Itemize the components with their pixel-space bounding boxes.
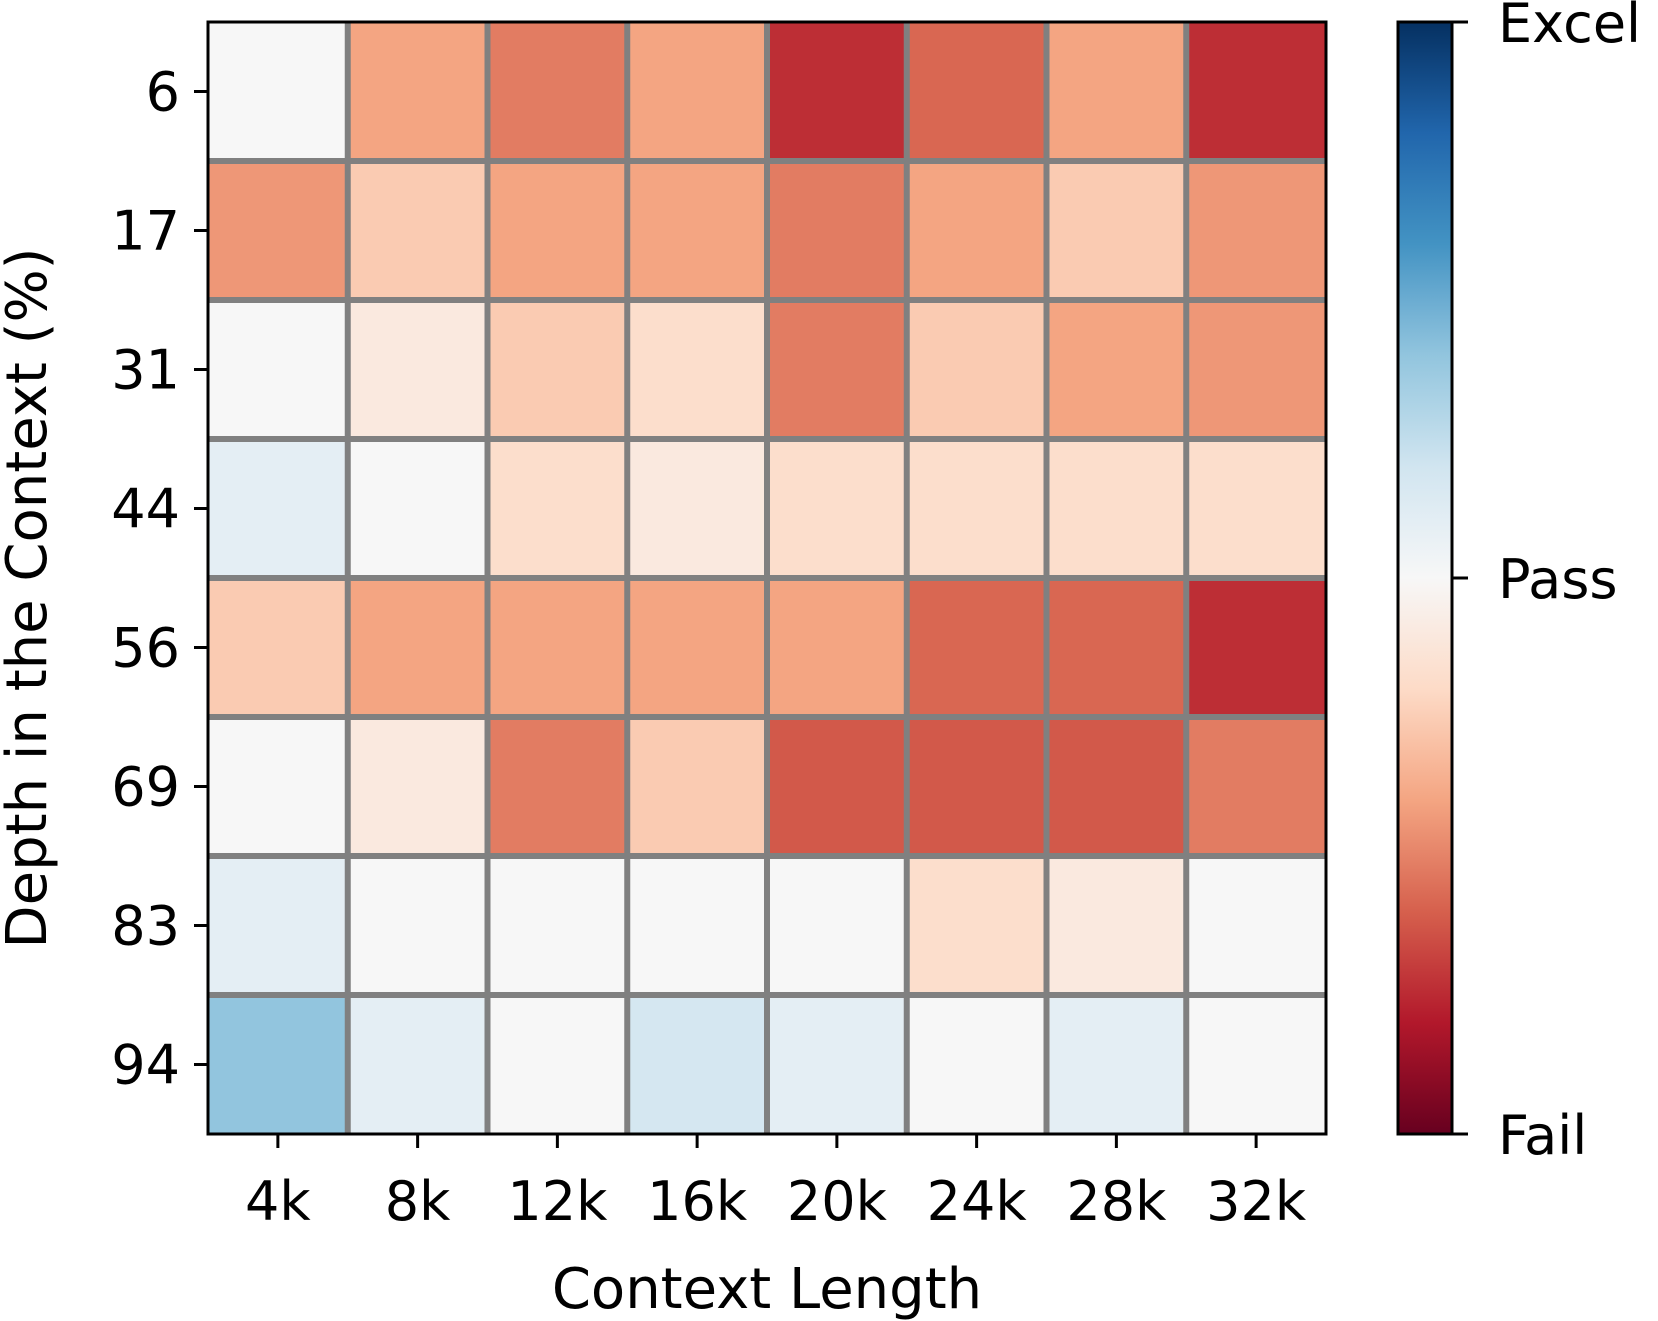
x-tick-label-28k: 28k — [1066, 1170, 1167, 1233]
y-axis: 6 17 31 44 56 69 83 94 — [111, 61, 208, 1097]
heatmap-cell-69-32k — [1186, 717, 1326, 856]
heatmap-cell-83-24k — [906, 856, 1047, 995]
colorbar-tick-label-pass: Pass — [1498, 548, 1618, 611]
heatmap-cell-56-16k — [627, 578, 767, 717]
cell-grid — [208, 22, 1326, 1134]
heatmap-cell-83-8k — [347, 856, 488, 995]
x-tick-label-12k: 12k — [507, 1170, 608, 1233]
heatmap-cell-31-28k — [1046, 300, 1187, 439]
heatmap-cell-83-32k — [1186, 856, 1326, 995]
heatmap-cell-44-4k — [208, 439, 348, 578]
colorbar-ticks: Excel Pass Fail — [1452, 0, 1641, 1167]
x-axis-label: Context Length — [552, 1257, 982, 1321]
heatmap-cell-31-12k — [487, 300, 628, 439]
x-tick-label-16k: 16k — [647, 1170, 748, 1233]
heatmap-cell-44-24k — [906, 439, 1047, 578]
heatmap-cell-83-12k — [487, 856, 628, 995]
heatmap-cell-6-28k — [1046, 22, 1187, 161]
heatmap-cell-83-16k — [627, 856, 767, 995]
heatmap-cell-6-16k — [627, 22, 767, 161]
heatmap-cell-69-4k — [208, 717, 348, 856]
heatmap-cell-31-24k — [906, 300, 1047, 439]
y-axis-label: Depth in the Context (%) — [0, 247, 60, 948]
heatmap-cell-6-8k — [347, 22, 488, 161]
heatmap-cell-31-16k — [627, 300, 767, 439]
heatmap-cell-17-4k — [208, 161, 348, 300]
heatmap-cell-56-12k — [487, 578, 628, 717]
y-tick-label-94: 94 — [111, 1034, 180, 1097]
colorbar-gradient — [1398, 22, 1452, 1134]
y-tick-label-69: 69 — [111, 756, 180, 819]
heatmap-cell-6-12k — [487, 22, 628, 161]
colorbar: Excel Pass Fail — [1396, 0, 1641, 1167]
heatmap-cell-56-20k — [767, 578, 907, 717]
heatmap-cell-94-20k — [767, 995, 907, 1134]
heatmap-cell-44-16k — [627, 439, 767, 578]
y-tick-label-56: 56 — [111, 617, 180, 680]
heatmap-cell-94-4k — [208, 995, 348, 1134]
heatmap-cell-56-24k — [906, 578, 1047, 717]
heatmap-cell-83-28k — [1046, 856, 1187, 995]
x-tick-label-4k: 4k — [245, 1170, 311, 1233]
heatmap-cell-6-20k — [767, 22, 907, 161]
y-tick-label-31: 31 — [111, 339, 180, 402]
heatmap-cell-69-16k — [627, 717, 767, 856]
heatmap-cell-56-28k — [1046, 578, 1187, 717]
heatmap-cell-44-12k — [487, 439, 628, 578]
heatmap-cell-6-24k — [906, 22, 1047, 161]
y-tick-label-83: 83 — [111, 895, 180, 958]
heatmap-cell-94-28k — [1046, 995, 1187, 1134]
heatmap-cell-69-8k — [347, 717, 488, 856]
heatmap-cell-31-32k — [1186, 300, 1326, 439]
heatmap-cell-94-32k — [1186, 995, 1326, 1134]
heatmap-cell-44-8k — [347, 439, 488, 578]
x-tick-label-20k: 20k — [787, 1170, 888, 1233]
heatmap-cell-83-4k — [208, 856, 348, 995]
x-tick-label-8k: 8k — [385, 1170, 451, 1233]
heatmap-cell-69-24k — [906, 717, 1047, 856]
heatmap-cell-44-32k — [1186, 439, 1326, 578]
heatmap-cell-69-20k — [767, 717, 907, 856]
heatmap-cell-56-32k — [1186, 578, 1326, 717]
heatmap-cell-17-28k — [1046, 161, 1187, 300]
heatmap-cell-6-32k — [1186, 22, 1326, 161]
heatmap-cell-69-28k — [1046, 717, 1187, 856]
heatmap-cell-94-12k — [487, 995, 628, 1134]
heatmap-cell-56-8k — [347, 578, 488, 717]
y-tick-label-44: 44 — [111, 478, 180, 541]
x-axis: 4k 8k 12k 16k 20k 24k 28k 32k — [245, 1134, 1307, 1233]
heatmap-cell-17-32k — [1186, 161, 1326, 300]
x-tick-label-24k: 24k — [927, 1170, 1028, 1233]
heatmap-cell-94-8k — [347, 995, 488, 1134]
colorbar-tick-label-fail: Fail — [1498, 1104, 1587, 1167]
y-tick-label-17: 17 — [111, 200, 180, 263]
heatmap-cell-94-24k — [906, 995, 1047, 1134]
colorbar-tick-label-excel: Excel — [1498, 0, 1641, 55]
heatmap-cell-56-4k — [208, 578, 348, 717]
heatmap-cell-94-16k — [627, 995, 767, 1134]
heatmap-cell-83-20k — [767, 856, 907, 995]
heatmap-cells — [208, 22, 1326, 1134]
heatmap-cell-44-28k — [1046, 439, 1187, 578]
y-tick-label-6: 6 — [146, 61, 180, 124]
heatmap-cell-31-20k — [767, 300, 907, 439]
heatmap-cell-17-20k — [767, 161, 907, 300]
heatmap-cell-17-24k — [906, 161, 1047, 300]
heatmap-cell-17-12k — [487, 161, 628, 300]
heatmap-cell-31-4k — [208, 300, 348, 439]
heatmap-cell-17-16k — [627, 161, 767, 300]
heatmap-cell-44-20k — [767, 439, 907, 578]
heatmap-cell-6-4k — [208, 22, 348, 161]
plot-frame — [206, 20, 1328, 1136]
x-tick-label-32k: 32k — [1206, 1170, 1307, 1233]
heatmap-cell-31-8k — [347, 300, 488, 439]
heatmap-cell-17-8k — [347, 161, 488, 300]
heatmap-cell-69-12k — [487, 717, 628, 856]
